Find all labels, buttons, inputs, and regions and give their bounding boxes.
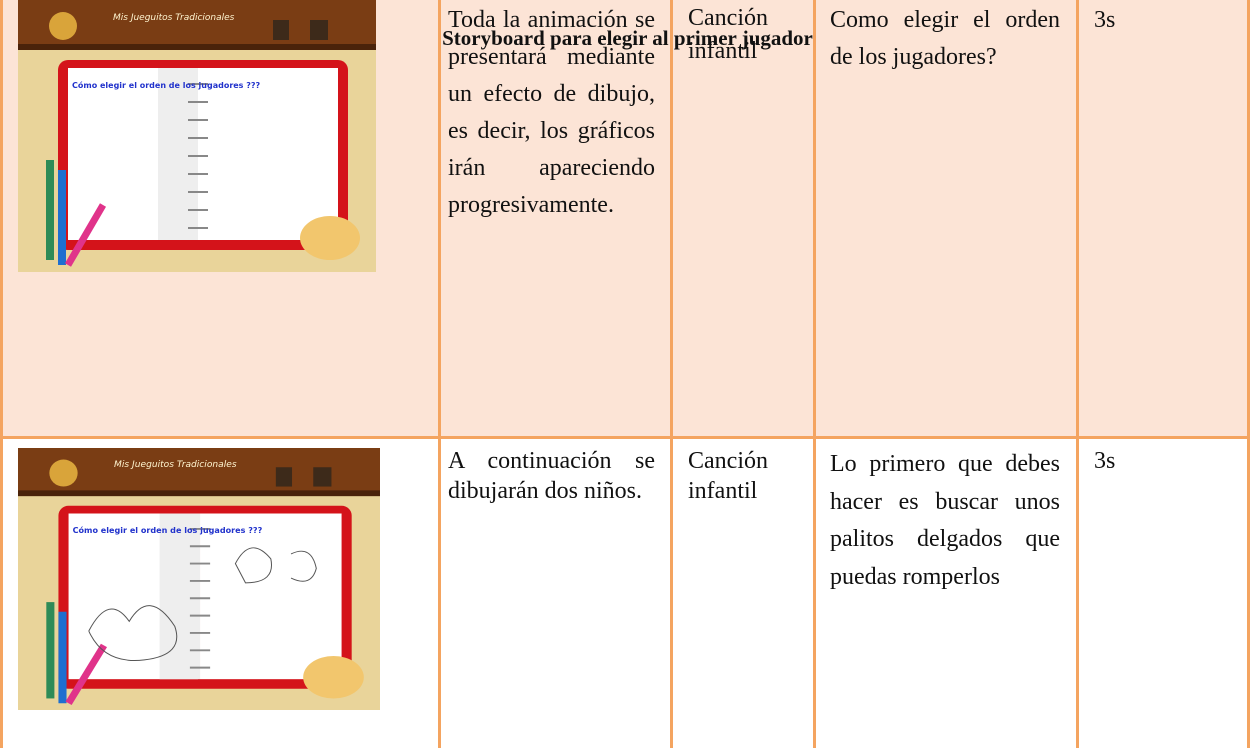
shelf xyxy=(18,44,376,50)
pencil xyxy=(65,643,108,705)
question: Cómo elegir el orden de los jugadores ??… xyxy=(73,525,263,535)
pencil xyxy=(46,160,54,260)
brand: Mis Jueguitos Tradicionales xyxy=(113,13,235,23)
icon xyxy=(310,20,328,40)
icon xyxy=(273,20,289,40)
column-border xyxy=(1247,0,1250,748)
column-border xyxy=(438,0,441,748)
duration: 3s xyxy=(1094,448,1116,474)
pencil xyxy=(58,611,67,704)
pencil xyxy=(64,203,107,267)
audio: Canción infantil xyxy=(688,448,768,504)
description: Toda la animación se presentará mediante… xyxy=(448,7,655,218)
column-border xyxy=(0,0,3,748)
page xyxy=(198,68,338,240)
icon xyxy=(313,467,332,487)
duration: 3s xyxy=(1094,7,1116,33)
audio: Canción infantil xyxy=(688,5,768,64)
column-border xyxy=(1076,0,1079,748)
icon xyxy=(275,467,293,487)
brand: Mis Jueguitos Tradicionales xyxy=(114,460,237,470)
title: Storyboard para elegir al primer jugador xyxy=(442,26,813,50)
narration: Como elegir el orden de los jugadores? xyxy=(830,7,1060,70)
logo xyxy=(49,12,77,40)
shelf xyxy=(18,490,380,497)
palette xyxy=(303,656,364,699)
narration: Lo primero que debes hacer es buscar uno… xyxy=(830,451,1060,590)
pencil xyxy=(58,170,66,265)
thumbnail: Mis Jueguitos Tradicionales Cómo elegir e… xyxy=(18,0,376,272)
page-shade xyxy=(158,68,198,240)
column-border xyxy=(670,0,673,748)
pencil xyxy=(46,602,55,699)
row-border xyxy=(0,436,1250,439)
thumbnail: Mis Jueguitos Tradicionales Cómo elegir e… xyxy=(18,448,380,710)
question: Cómo elegir el orden de los jugadores ??… xyxy=(72,80,261,90)
logo xyxy=(49,459,78,487)
palette xyxy=(300,216,360,260)
page xyxy=(200,513,342,680)
sketch xyxy=(88,605,178,661)
sketch xyxy=(234,547,317,584)
page-shade xyxy=(159,513,201,680)
column-border xyxy=(813,0,816,748)
description: A continuación se dibujarán dos niños. xyxy=(448,448,655,504)
